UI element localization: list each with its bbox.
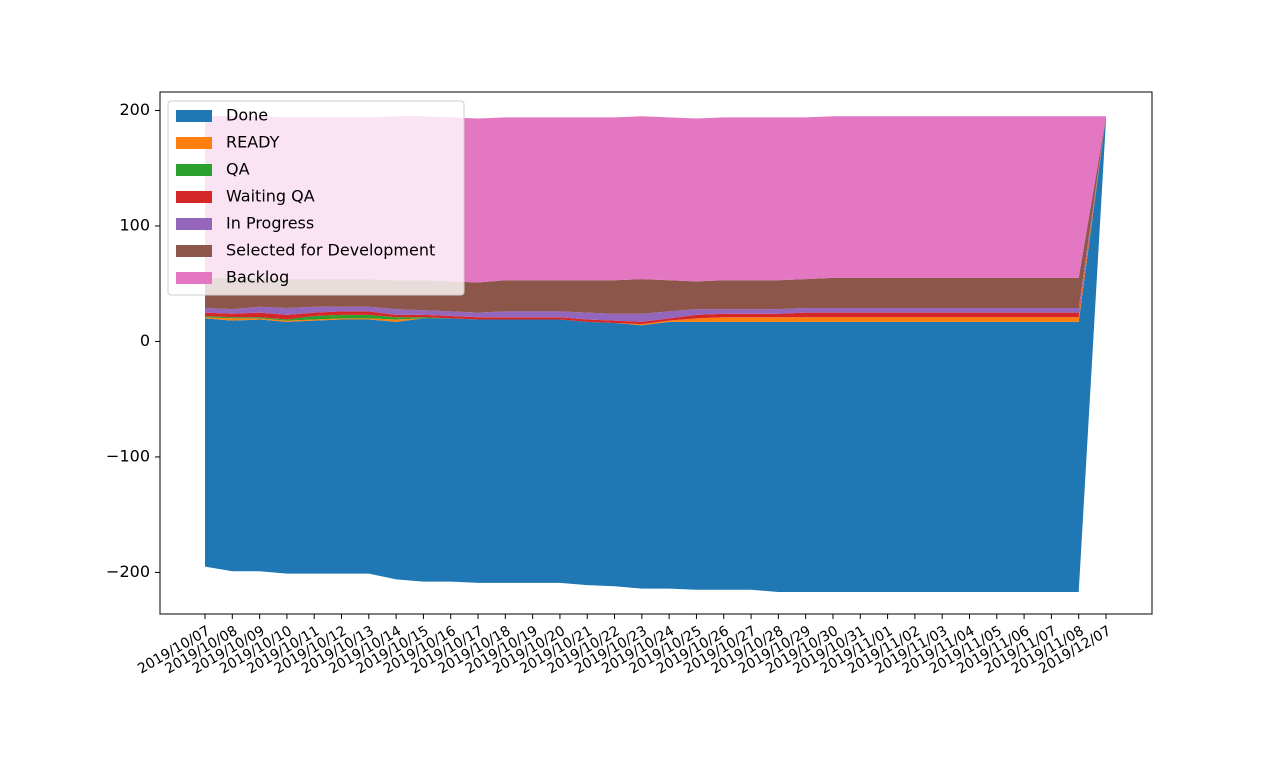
legend-label: Backlog [226,268,289,287]
legend-swatch [176,191,212,203]
legend-label: In Progress [226,214,314,233]
legend: Done READY QA Waiting QA In Progress Selected… [167,100,465,296]
legend-label: Done [226,106,268,125]
y-tick-label: 200 [119,100,150,119]
legend-swatch [176,272,212,284]
legend-swatch [176,245,212,257]
legend-box [167,100,465,296]
y-tick-label: −100 [106,446,150,465]
y-tick-label: 100 [119,215,150,234]
y-tick-label: −200 [106,562,150,581]
legend-label: QA [226,160,250,179]
legend-swatch [176,110,212,122]
legend-swatch [176,164,212,176]
axes-frame [159,91,1153,615]
legend-swatch [176,218,212,230]
y-tick-label: 0 [140,331,150,350]
legend-label: READY [226,133,280,152]
legend-label: Selected for Development [226,241,435,260]
area-layer [205,116,1106,593]
legend-swatch [176,137,212,149]
legend-label: Waiting QA [226,187,315,206]
